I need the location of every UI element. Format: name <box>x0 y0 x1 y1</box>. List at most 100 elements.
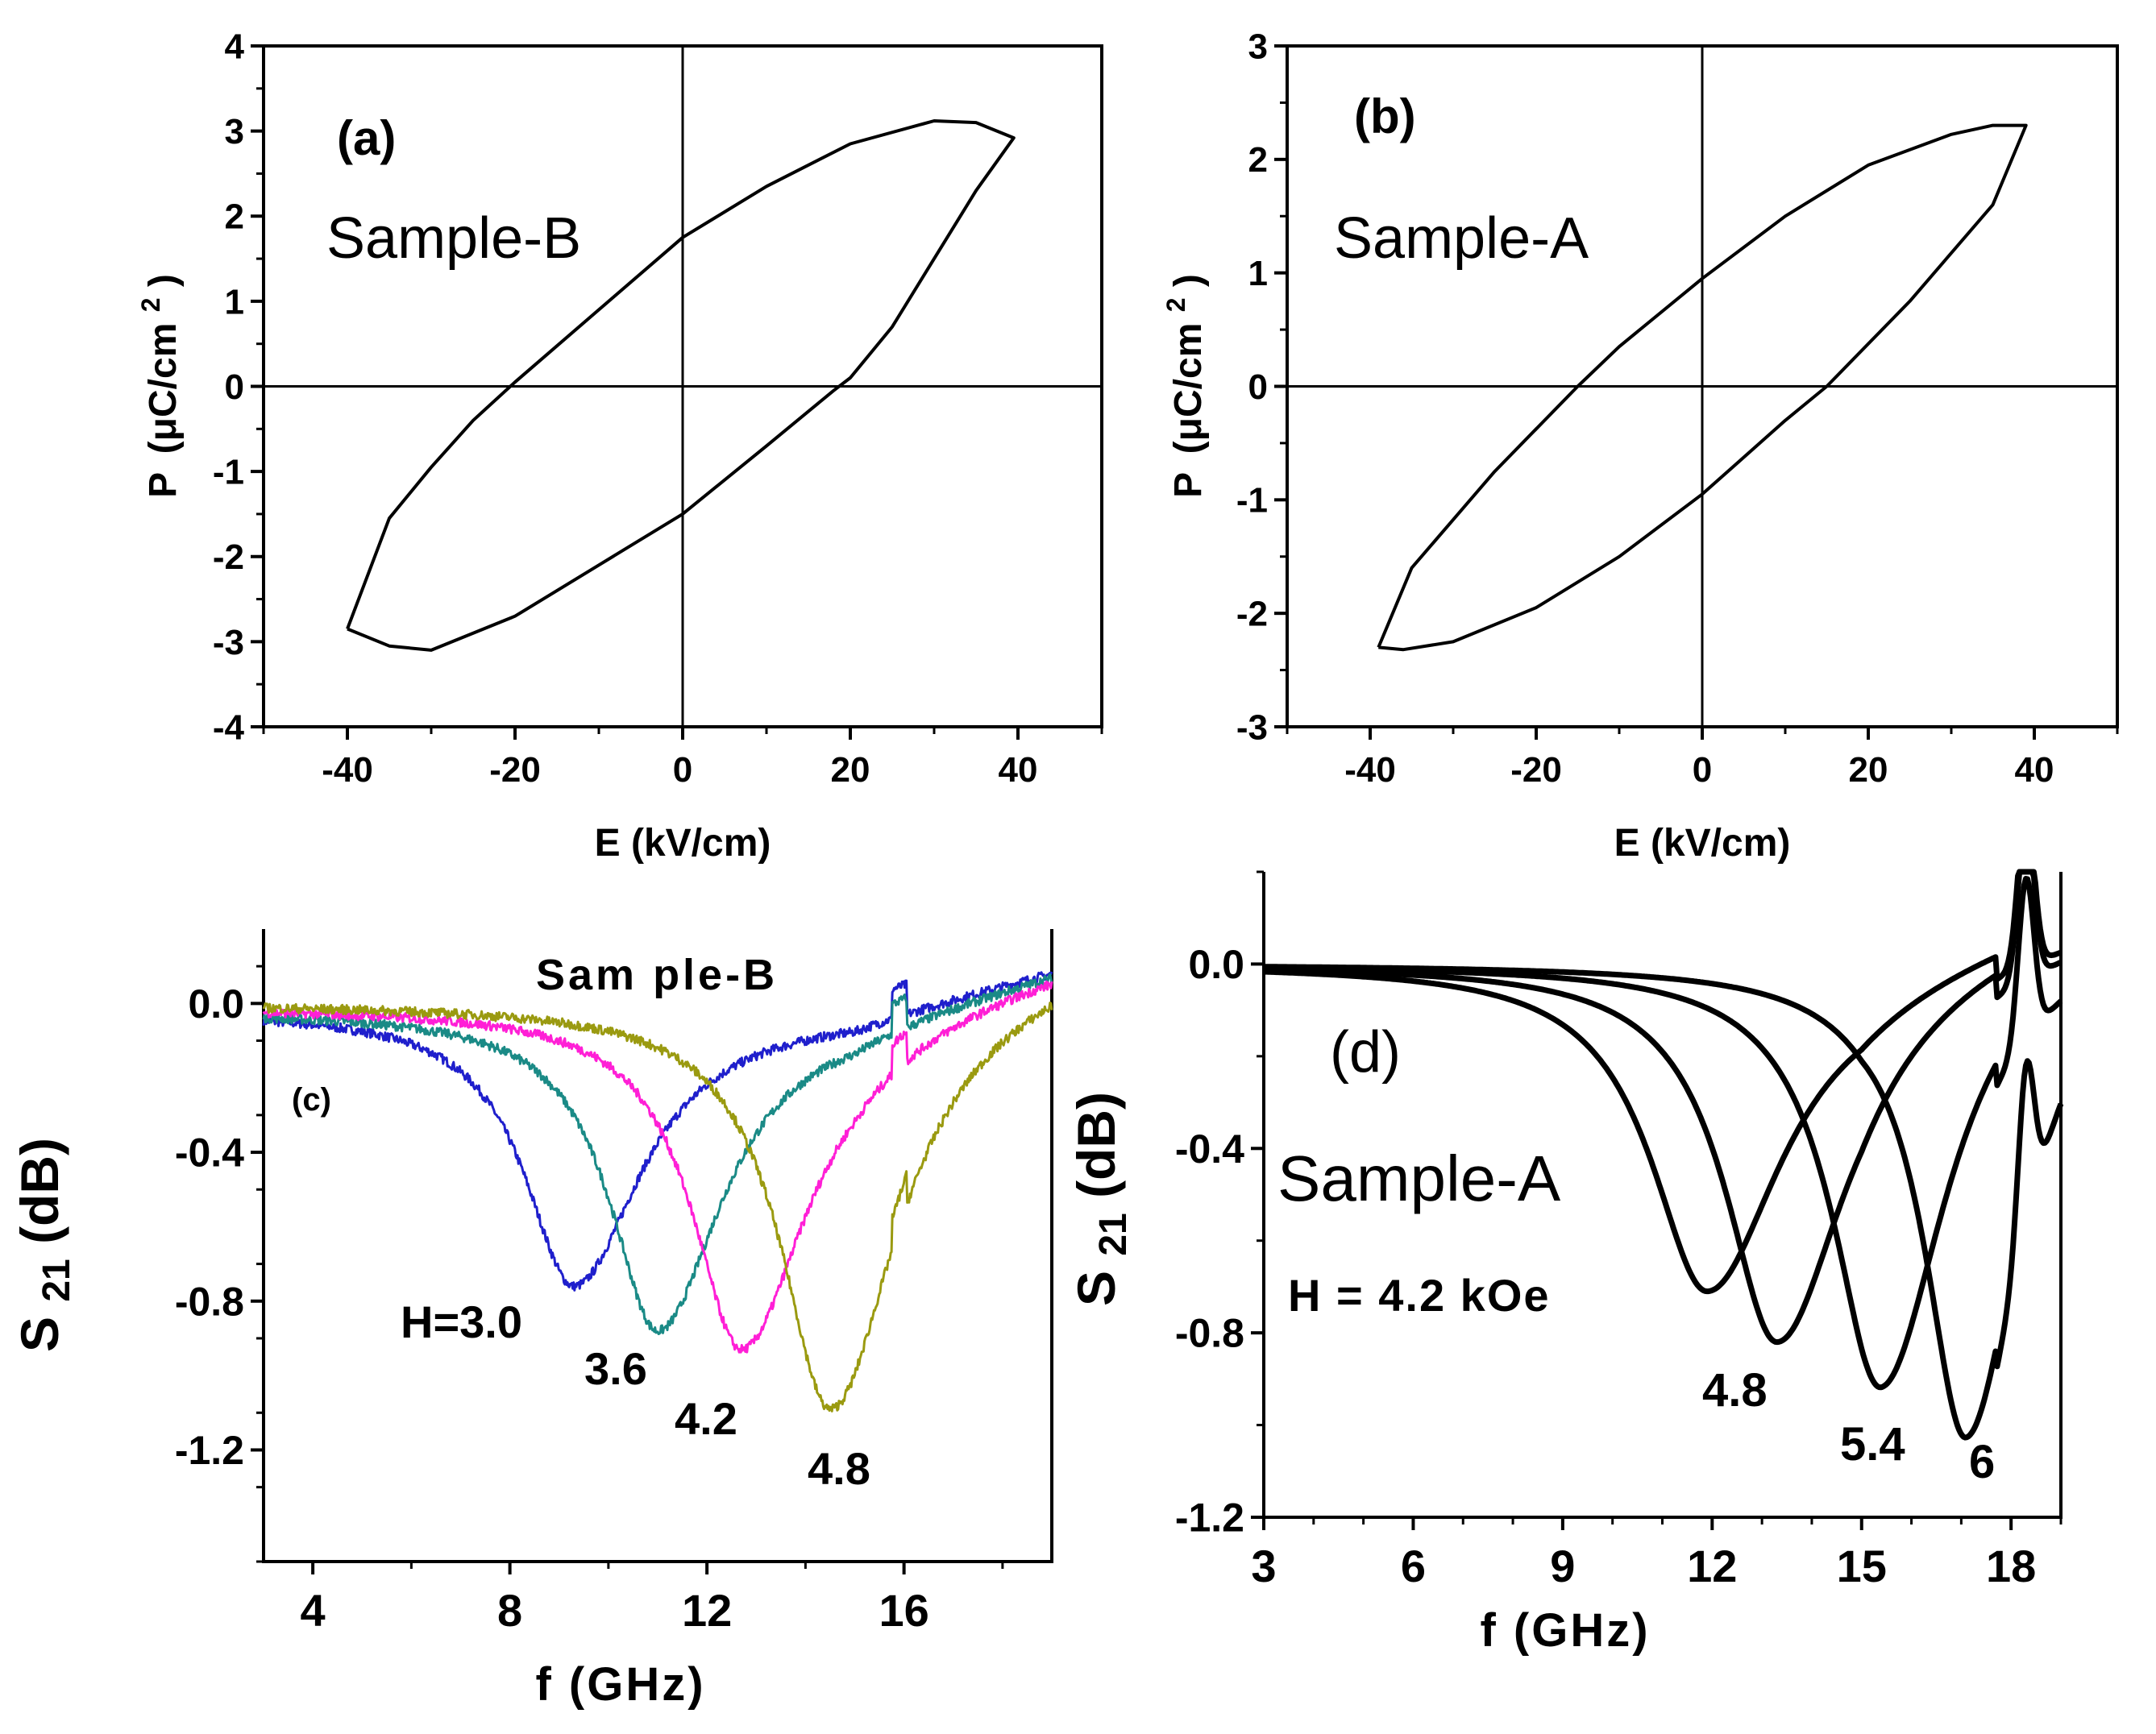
series-group <box>1262 869 2064 1441</box>
y-axis-title-symbol: S <box>10 1317 69 1352</box>
curve-label-48: 4.8 <box>808 1443 870 1494</box>
axis-ticks: -40 -20 0 20 40 -3 -2 -1 0 1 2 3 <box>1236 27 2119 790</box>
x-tick-label: -40 <box>1344 750 1396 790</box>
plot-frame <box>262 929 1053 1563</box>
y-tick-label: -2 <box>1236 595 1268 634</box>
y-tick-label: -1 <box>213 453 244 492</box>
panel-label: (a) <box>337 111 396 165</box>
series-line-42 <box>262 980 1053 1354</box>
y-tick-label: -0.8 <box>1175 1311 1244 1356</box>
y-tick-label: 3 <box>1248 27 1268 66</box>
y-axis-title: P (μC/cm 2 ) <box>1151 274 1210 498</box>
y-tick-label: -4 <box>213 707 245 747</box>
x-tick-label: 8 <box>497 1585 522 1636</box>
y-tick-label: -0.4 <box>1175 1126 1244 1172</box>
panel-b-pe-loop-sample-a: -40 -20 0 20 40 -3 -2 -1 0 1 2 3 (b) Sample-A E (kV… <box>1151 27 2119 865</box>
y-axis-title: P (μC/cm 2 ) <box>126 274 185 498</box>
series-line-42 <box>1262 869 2063 1295</box>
y-axis-title: S 21 (dB) <box>1066 1092 1137 1306</box>
zero-lines <box>264 46 1102 727</box>
y-tick-label: 3 <box>225 112 244 151</box>
panel-label: (d) <box>1330 1020 1401 1085</box>
y-axis-title-sub: 21 <box>35 1259 78 1301</box>
x-axis-title: E (kV/cm) <box>1614 822 1791 865</box>
y-tick-label: -1 <box>1236 481 1268 521</box>
series-line-48 <box>1262 869 2063 1346</box>
y-axis-title-close: ) <box>1167 274 1210 287</box>
curve-label-54: 5.4 <box>1840 1418 1905 1471</box>
x-tick-label: 12 <box>1687 1541 1737 1591</box>
x-tick-label: 4 <box>301 1585 326 1636</box>
y-tick-label: 4 <box>225 27 245 66</box>
x-tick-label: 18 <box>1986 1541 2036 1591</box>
y-tick-label: -2 <box>213 537 244 577</box>
y-tick-label: -0.8 <box>175 1279 244 1324</box>
panel-a-pe-loop-sample-b: -40 -20 0 20 40 -4 -3 -2 -1 0 1 2 3 4 (a) Sample-B E … <box>126 27 1103 865</box>
curve-label-h30: H=3.0 <box>401 1296 522 1347</box>
series-group <box>1377 123 2028 652</box>
y-axis-title-sup: 2 <box>1161 297 1190 312</box>
curve-label-6: 6 <box>1969 1436 1995 1488</box>
y-axis-title-close: ) <box>142 274 185 287</box>
sample-annotation: Sample-A <box>1334 206 1589 271</box>
y-tick-label: 0.0 <box>188 981 244 1027</box>
curve-label-48: 4.8 <box>1702 1364 1768 1417</box>
series-line-H30 <box>262 971 1053 1292</box>
x-tick-label: 0 <box>673 750 692 790</box>
panel-c-s21-sample-b: 4 8 12 16 0.0 -0.4 -0.8 -1.2 (c) Sam ple-B H=3.… <box>10 929 1053 1711</box>
x-tick-label: 3 <box>1251 1541 1276 1591</box>
series-line <box>1377 123 2028 652</box>
x-axis-title: f (GHz) <box>535 1658 705 1711</box>
sample-annotation: Sam ple-B <box>536 951 778 999</box>
y-tick-label: 2 <box>225 197 244 237</box>
x-tick-label: 12 <box>682 1585 732 1636</box>
y-tick-label: -1.2 <box>175 1428 244 1473</box>
series-line-48 <box>262 1002 1053 1413</box>
x-tick-label: 40 <box>2015 750 2054 790</box>
y-tick-label: 1 <box>225 282 244 321</box>
y-axis-title-symbol: S <box>1066 1271 1126 1306</box>
axis-ticks: -40 -20 0 20 40 -4 -3 -2 -1 0 1 2 3 4 <box>213 27 1103 790</box>
series-line <box>346 119 1016 652</box>
panel-label: (b) <box>1354 89 1416 143</box>
y-tick-label: -1.2 <box>1175 1495 1244 1541</box>
y-axis-title-symbol: P <box>142 473 185 498</box>
y-axis-title-unit: (dB) <box>1066 1092 1126 1198</box>
series-group <box>346 119 1016 652</box>
series-line-6 <box>1262 964 2064 1441</box>
axis-ticks: 3 6 9 12 15 18 0.0 -0.4 -0.8 -1.2 <box>1175 870 2063 1591</box>
x-tick-label: 0 <box>1693 750 1712 790</box>
series-group <box>262 971 1053 1413</box>
curve-label-36: 3.6 <box>584 1343 647 1394</box>
y-tick-label: -0.4 <box>175 1130 244 1176</box>
panel-label: (c) <box>292 1082 331 1118</box>
y-axis-title-symbol: P <box>1167 473 1210 498</box>
x-tick-label: 16 <box>879 1585 928 1636</box>
y-tick-label: 0.0 <box>1188 942 1244 987</box>
x-tick-label: 20 <box>831 750 870 790</box>
y-tick-label: 2 <box>1248 140 1268 180</box>
x-tick-label: -20 <box>489 750 541 790</box>
x-tick-label: 40 <box>999 750 1038 790</box>
sample-annotation: Sample-B <box>326 206 581 271</box>
y-tick-label: 0 <box>1248 367 1268 407</box>
y-axis-title-unit: (μC/cm <box>1167 323 1210 454</box>
y-axis-title-sup: 2 <box>136 297 165 312</box>
panel-d-s21-sample-a: 3 6 9 12 15 18 0.0 -0.4 -0.8 -1.2 (d) Sample-A H … <box>1066 869 2064 1657</box>
sample-annotation: Sample-A <box>1277 1143 1561 1214</box>
x-tick-label: 20 <box>1849 750 1888 790</box>
x-tick-label: 6 <box>1401 1541 1426 1591</box>
y-tick-label: -3 <box>213 623 244 662</box>
curve-label-42: 4.2 <box>675 1393 737 1444</box>
y-axis-title-unit: (dB) <box>10 1138 69 1244</box>
x-axis-title: f (GHz) <box>1480 1604 1650 1657</box>
field-label: H = 4.2 kOe <box>1288 1270 1551 1321</box>
x-tick-label: 15 <box>1837 1541 1887 1591</box>
y-tick-label: 0 <box>225 367 244 407</box>
y-axis-title: S 21 (dB) <box>10 1138 81 1352</box>
axis-ticks: 4 8 12 16 0.0 -0.4 -0.8 -1.2 <box>175 964 1004 1636</box>
series-line-36 <box>262 973 1053 1335</box>
x-tick-label: 9 <box>1550 1541 1575 1591</box>
y-axis-title-sub: 21 <box>1092 1213 1135 1255</box>
x-axis-title: E (kV/cm) <box>595 822 771 865</box>
